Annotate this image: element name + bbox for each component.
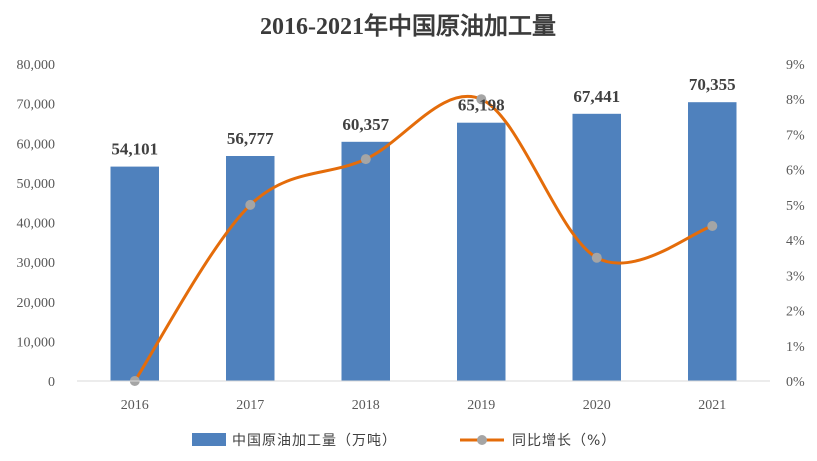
y-right-tick-label: 8%	[786, 93, 805, 108]
x-tick-label: 2018	[352, 398, 380, 413]
y-right-tick-label: 2%	[786, 305, 805, 320]
x-tick-label: 2021	[698, 398, 726, 413]
legend-line-label: 同比增长（%）	[512, 433, 616, 449]
chart-title: 2016-2021年中国原油加工量	[260, 12, 556, 40]
growth-line	[133, 95, 714, 383]
y-right-tick-label: 6%	[786, 164, 805, 179]
line-point	[476, 94, 487, 105]
y-left-tick-label: 30,000	[17, 256, 56, 271]
bar-data-label: 60,357	[342, 115, 389, 134]
legend: 中国原油加工量（万吨） 同比增长（%）	[192, 433, 616, 449]
bar	[110, 166, 159, 381]
bar-series	[110, 102, 737, 382]
line-point	[591, 252, 602, 263]
y-left-tick-label: 70,000	[17, 98, 56, 113]
line-series	[129, 94, 718, 386]
y-right-tick-label: 4%	[786, 234, 805, 249]
y-right-tick-label: 1%	[786, 340, 805, 355]
y-right-tick-label: 7%	[786, 128, 805, 143]
x-tick-label: 2019	[467, 398, 495, 413]
y-left-tick-label: 20,000	[17, 296, 56, 311]
bar-data-label: 56,777	[227, 129, 274, 148]
x-tick-label: 2016	[121, 398, 149, 413]
x-tick-label: 2017	[236, 398, 264, 413]
x-tick-label: 2020	[583, 398, 611, 413]
line-point	[245, 199, 256, 210]
y-right-tick-label: 5%	[786, 199, 805, 214]
y-right-tick-label: 3%	[786, 269, 805, 284]
y-left-tick-label: 80,000	[17, 58, 56, 73]
data-labels: 54,101 56,777 60,357 65,198 67,441 70,355	[111, 75, 735, 158]
bar	[688, 102, 737, 381]
y-right-tick-label: 9%	[786, 58, 805, 73]
bar-data-label: 54,101	[111, 140, 158, 159]
bar-data-label: 65,198	[458, 96, 505, 115]
bar	[457, 122, 506, 381]
y-left-tick-label: 10,000	[17, 335, 56, 350]
y-left-tick-label: 50,000	[17, 177, 56, 192]
y-right-tick-label: 0%	[786, 375, 805, 390]
y-left-tick-label: 60,000	[17, 137, 56, 152]
bar	[572, 113, 621, 382]
y-left-tick-label: 0	[48, 375, 55, 390]
bar-data-label: 70,355	[689, 75, 736, 94]
axes: 0 10,000 20,000 30,000 40,000 50,000 60,000 70,…	[17, 58, 806, 413]
bar-data-label: 67,441	[573, 87, 620, 106]
line-point	[360, 154, 371, 165]
legend-line-marker	[477, 435, 487, 445]
legend-bar-label: 中国原油加工量（万吨）	[232, 433, 397, 449]
line-point	[707, 221, 718, 231]
legend-bar-swatch	[192, 433, 226, 446]
bar	[341, 141, 390, 381]
y-left-tick-label: 40,000	[17, 217, 56, 232]
